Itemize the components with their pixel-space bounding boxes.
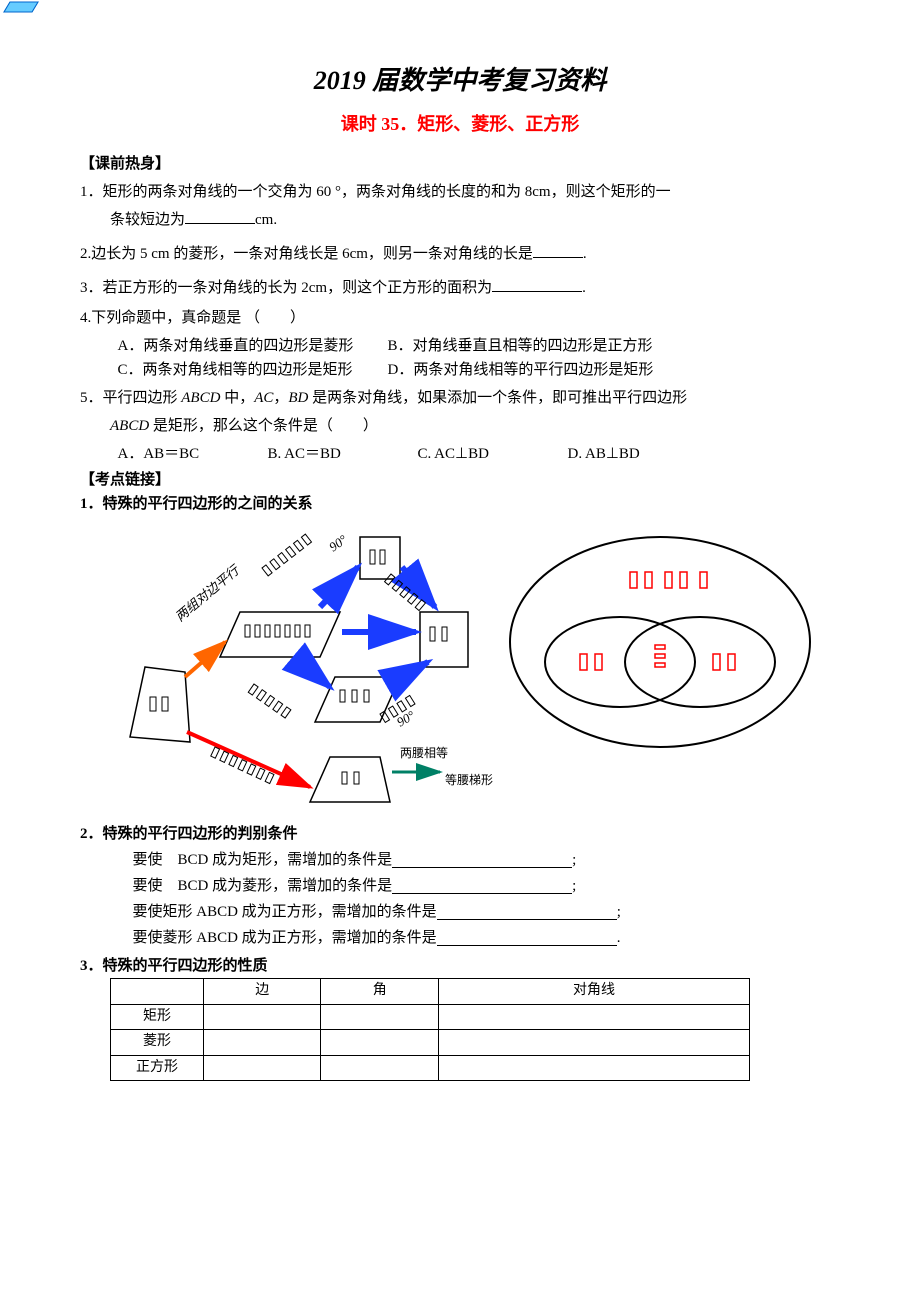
q3-text: 3．若正方形的一条对角线的长为 2cm，则这个正方形的面积为: [80, 280, 492, 296]
c4-period: .: [617, 926, 621, 950]
c4-txt: 要使菱形 ABCD 成为正方形，需增加的条件是: [133, 926, 437, 950]
c1-txt: BCD 成为矩形，需增加的条件是: [178, 848, 393, 872]
question-5: 5．平行四边形 ABCD 中，AC，BD 是两条对角线，如果添加一个条件，即可推…: [80, 386, 840, 466]
q2-text: 2.边长为 5 cm 的菱形，一条对角线长是 6cm，则另一条对角线的长是: [80, 246, 533, 262]
q4-opt-c: C．两条对角线相等的四边形是矩形: [118, 358, 388, 382]
q5-a: 5．平行四边形: [80, 390, 181, 406]
svg-text:两组对边平行: 两组对边平行: [172, 562, 243, 625]
c4-blank: [437, 930, 617, 946]
q5-l2b: 是矩形，那么这个条件是（ ）: [149, 418, 378, 434]
question-3: 3．若正方形的一条对角线的长为 2cm，则这个正方形的面积为.: [80, 276, 840, 300]
q5-l2a: ABCD: [110, 418, 149, 434]
q1-blank: [185, 208, 255, 224]
main-title: 2019 届数学中考复习资料: [80, 60, 840, 102]
q1-text: 1．矩形的两条对角线的一个交角为 60 °，两条对角线的长度的和为 8cm，则这…: [80, 184, 671, 200]
q5-opt-d: D. AB⊥BD: [568, 442, 640, 466]
th-edge: 边: [204, 979, 321, 1004]
cond-3: 要使矩形 ABCD 成为正方形，需增加的条件是 ;: [80, 900, 840, 924]
c3-semi: ;: [617, 900, 621, 924]
relations-diagram: 两组对边平行 90° 90° 两腰相等 等腰梯形: [80, 522, 840, 812]
q2-end: .: [583, 246, 587, 262]
q4-opt-b: B．对角线垂直且相等的四边形是正方形: [388, 334, 653, 358]
q5-ac: AC: [254, 390, 273, 406]
properties-table: 边 角 对角线 矩形 菱形 正方形: [80, 978, 840, 1081]
question-1: 1．矩形的两条对角线的一个交角为 60 °，两条对角线的长度的和为 8cm，则这…: [80, 180, 840, 232]
q5-c1: ，: [273, 390, 288, 406]
cond-2: 要使 BCD 成为菱形，需增加的条件是 ;: [80, 874, 840, 898]
row-rhom: 菱形: [111, 1030, 204, 1055]
c3-blank: [437, 904, 617, 920]
section-links: 【考点链接】: [80, 468, 840, 492]
cond-1: 要使 BCD 成为矩形，需增加的条件是 ;: [80, 848, 840, 872]
c2-blank: [392, 878, 572, 894]
q5-opt-a: A．AB＝BC: [118, 442, 268, 466]
q4-opt-d: D．两条对角线相等的平行四边形是矩形: [388, 358, 654, 382]
svg-text:等腰梯形: 等腰梯形: [445, 773, 493, 787]
c2-semi: ;: [572, 874, 576, 898]
svg-text:90°: 90°: [326, 532, 350, 555]
c3-txt: 要使矩形 ABCD 成为正方形，需增加的条件是: [133, 900, 437, 924]
point-3: 3．特殊的平行四边形的性质: [80, 954, 840, 978]
parallelogram-icon: [2, 0, 40, 14]
q5-bd: BD: [288, 390, 308, 406]
q5-r: 是两条对角线，如果添加一个条件，即可推出平行四边形: [308, 390, 687, 406]
c1-pre: 要使: [133, 848, 178, 872]
q4-stem: 4.下列命题中，真命题是 （ ）: [80, 306, 840, 330]
section-preheat: 【课前热身】: [80, 152, 840, 176]
sub-title: 课时 35．矩形、菱形、正方形: [80, 110, 840, 139]
question-4: 4.下列命题中，真命题是 （ ） A．两条对角线垂直的四边形是菱形 B．对角线垂…: [80, 306, 840, 382]
q5-opt-b: B. AC＝BD: [268, 442, 418, 466]
row-rect: 矩形: [111, 1004, 204, 1029]
point-1: 1．特殊的平行四边形的之间的关系: [80, 492, 840, 516]
c1-semi: ;: [572, 848, 576, 872]
q5-opt-c: C. AC⊥BD: [418, 442, 568, 466]
q2-blank: [533, 242, 583, 258]
q3-end: .: [582, 280, 586, 296]
row-sq: 正方形: [111, 1055, 204, 1080]
cond-4: 要使菱形 ABCD 成为正方形，需增加的条件是 .: [80, 926, 840, 950]
svg-text:90°: 90°: [394, 708, 417, 730]
svg-text:两腰相等: 两腰相等: [400, 746, 448, 760]
th-angle: 角: [321, 979, 438, 1004]
c2-pre: 要使: [133, 874, 178, 898]
q1-unit: cm.: [255, 212, 277, 228]
q3-blank: [492, 276, 582, 292]
question-2: 2.边长为 5 cm 的菱形，一条对角线长是 6cm，则另一条对角线的长是.: [80, 242, 840, 266]
c1-blank: [392, 852, 572, 868]
q1b-text: 条较短边为: [110, 212, 185, 228]
q5-m: 中，: [220, 390, 254, 406]
q5-abcd: ABCD: [181, 390, 220, 406]
c2-txt: BCD 成为菱形，需增加的条件是: [178, 874, 393, 898]
q4-opt-a: A．两条对角线垂直的四边形是菱形: [118, 334, 388, 358]
point-2: 2．特殊的平行四边形的判别条件: [80, 822, 840, 846]
th-diag: 对角线: [438, 979, 749, 1004]
